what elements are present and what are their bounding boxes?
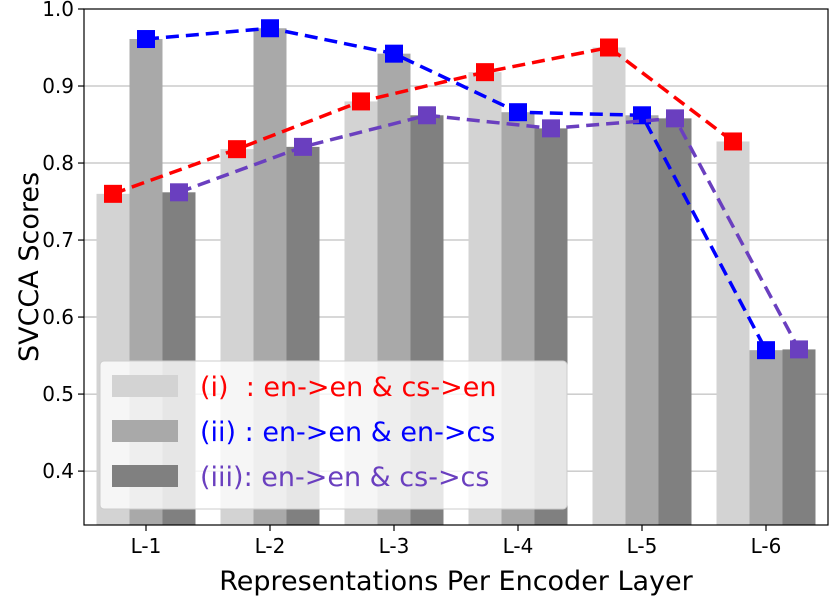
marker-L-1-s3 <box>170 183 188 202</box>
marker-L-3-s1 <box>352 92 370 111</box>
marker-L-6-s3 <box>790 340 808 359</box>
legend-swatch-2 <box>112 420 178 442</box>
series-line-3 <box>178 113 801 351</box>
marker-L-1-s2 <box>137 30 155 49</box>
y-axis-ticks: 0.4 0.5 0.6 0.7 0.8 0.9 1.0 <box>42 0 84 483</box>
legend-label-1: (i) : en->en & cs->en <box>200 372 496 403</box>
legend-label-2: (ii) : en->en & en->cs <box>200 417 495 448</box>
y-tick-label: 0.4 <box>42 459 74 483</box>
marker-L-4-s2 <box>509 103 527 122</box>
x-tick-label: L-3 <box>379 534 410 558</box>
marker-L-2-s1 <box>228 140 246 159</box>
marker-L-2-s3 <box>294 137 312 156</box>
x-axis-ticks: L-1 L-2 L-3 L-4 L-5 L-6 <box>131 525 782 558</box>
marker-L-3-s3 <box>418 106 436 125</box>
y-tick-label: 0.9 <box>42 74 74 98</box>
bar-L-6-s3 <box>782 349 816 525</box>
marker-L-4-s1 <box>476 63 494 82</box>
x-tick-label: L-4 <box>503 534 534 558</box>
legend-label-3: (iii): en->en & cs->cs <box>200 462 489 493</box>
marker-L-5-s3 <box>666 109 684 128</box>
y-tick-label: 0.5 <box>42 382 74 406</box>
marker-L-5-s1 <box>600 38 618 57</box>
bar-L-5-s3 <box>658 118 692 525</box>
y-tick-label: 0.6 <box>42 305 74 329</box>
x-tick-label: L-6 <box>751 534 782 558</box>
series-lines <box>104 19 808 360</box>
y-tick-label: 0.8 <box>42 151 74 175</box>
plot-frame <box>83 8 829 526</box>
bar-L-6-s2 <box>749 350 783 525</box>
marker-L-6-s2 <box>757 341 775 360</box>
series-line-1 <box>112 45 735 196</box>
marker-L-6-s1 <box>724 132 742 151</box>
legend-swatch-3 <box>112 465 178 487</box>
y-tick-label: 0.7 <box>42 228 74 252</box>
legend-swatch-1 <box>112 375 178 397</box>
y-axis-label: SVCCA Scores <box>14 172 45 362</box>
marker-L-1-s1 <box>104 184 122 203</box>
bar-L-5-s2 <box>625 115 659 526</box>
bar-L-6-s1 <box>716 141 750 525</box>
x-tick-label: L-1 <box>131 534 162 558</box>
legend-box <box>99 360 568 510</box>
y-tick-label: 1.0 <box>42 0 74 21</box>
bar-L-5-s1 <box>592 47 626 526</box>
x-tick-label: L-5 <box>627 534 658 558</box>
legend: (i) : en->en & cs->en (ii) : en->en & en-… <box>99 360 568 510</box>
x-tick-label: L-2 <box>255 534 286 558</box>
x-axis-label: Representations Per Encoder Layer <box>219 566 693 597</box>
marker-L-3-s2 <box>385 44 403 63</box>
marker-L-2-s2 <box>261 19 279 38</box>
marker-L-4-s3 <box>542 119 560 138</box>
series-line-2 <box>145 26 768 351</box>
